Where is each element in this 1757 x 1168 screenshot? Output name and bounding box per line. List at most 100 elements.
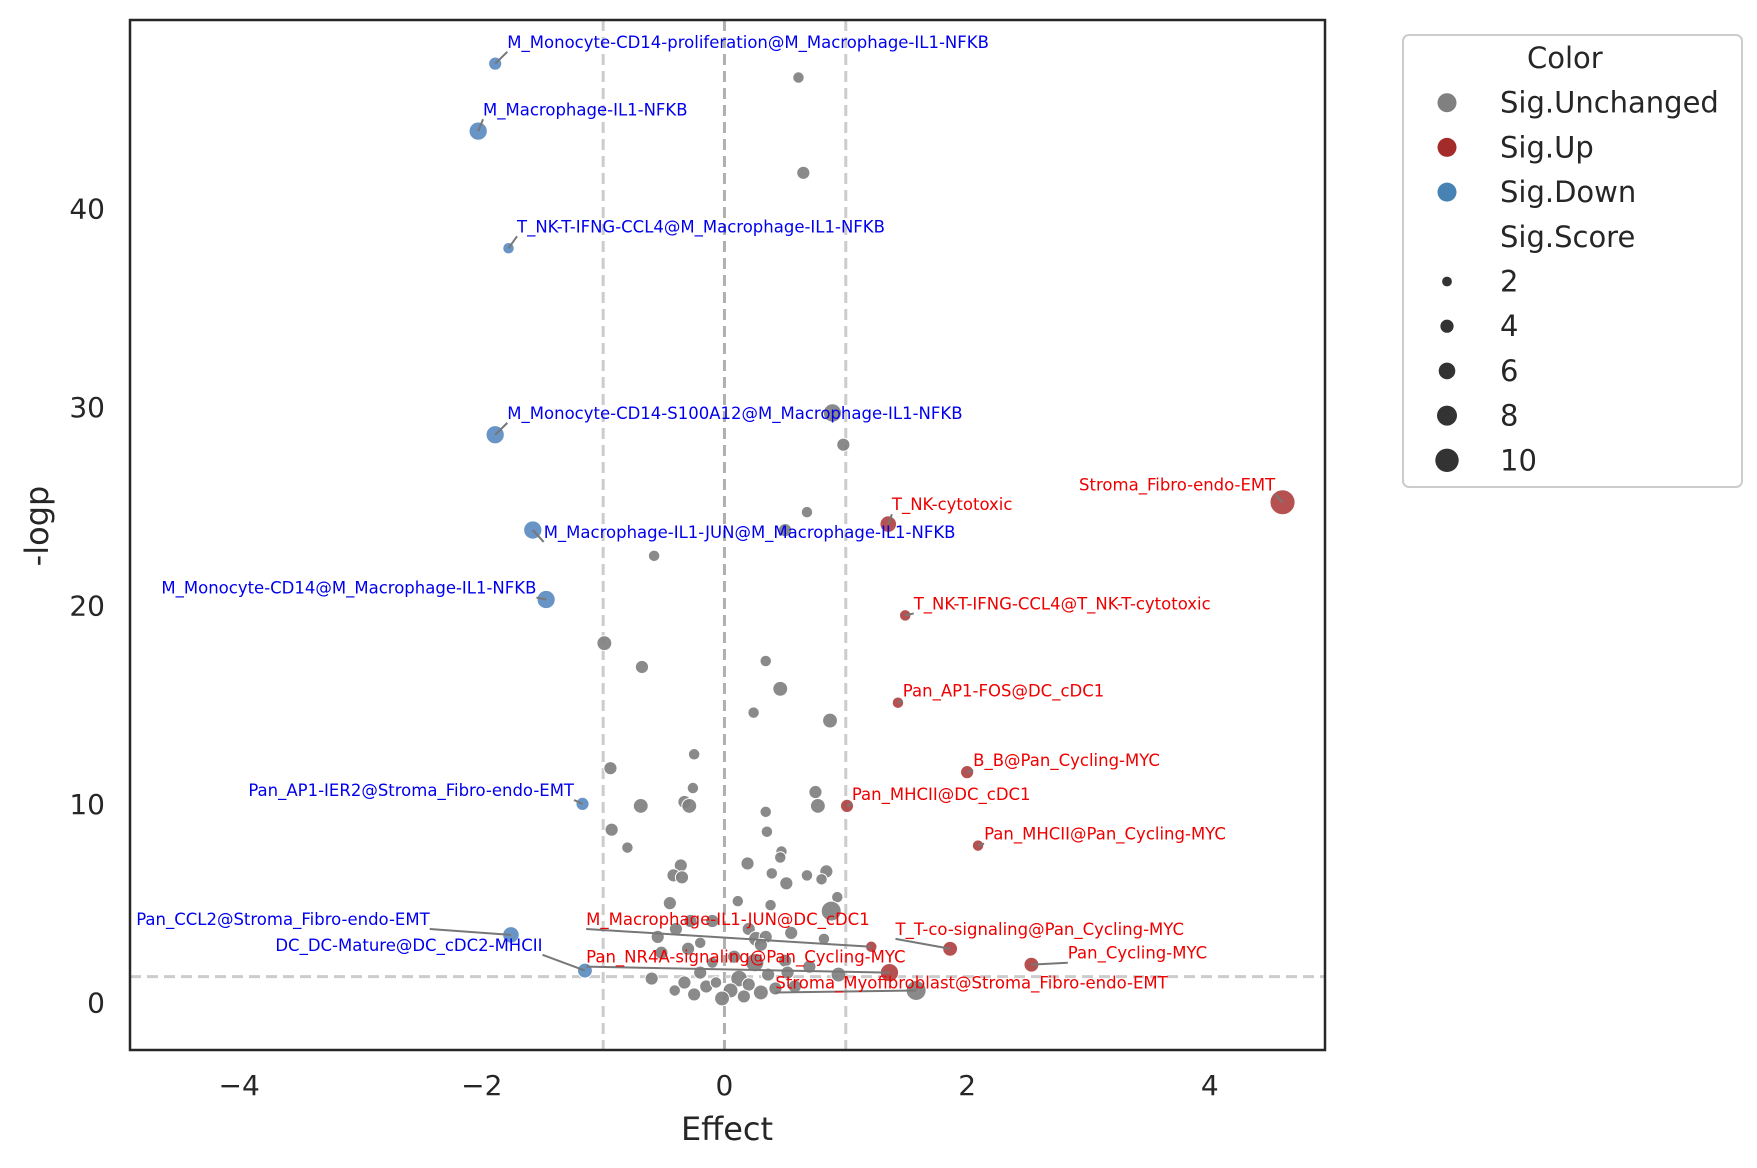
point-sig-unchanged-71 <box>752 984 769 1001</box>
legend-size-marker-0 <box>1442 276 1452 287</box>
annotation-label-19: Pan_NR4A-signaling@Pan_Cycling-MYC <box>586 948 905 968</box>
point-sig-unchanged-76 <box>753 937 768 952</box>
point-sig-unchanged-20 <box>809 797 826 814</box>
point-sig-unchanged-17 <box>632 797 649 814</box>
leader-line-16 <box>586 927 872 948</box>
legend-size-label-3: 8 <box>1500 399 1518 433</box>
leader-line-3 <box>494 422 509 436</box>
legend-label-0: Sig.Unchanged <box>1500 86 1719 120</box>
point-sig-unchanged-56 <box>802 959 817 974</box>
annotation-label-9: Stroma_Fibro-endo-EMT <box>1079 475 1276 495</box>
y-tick-label-3: 30 <box>69 391 105 424</box>
leader-line-2 <box>507 235 518 249</box>
annotation-label-10: T_NK-cytotoxic <box>891 495 1013 515</box>
point-sig-unchanged-66 <box>741 977 756 992</box>
legend-size-marker-3 <box>1437 405 1457 426</box>
point-sig-unchanged-63 <box>677 975 692 990</box>
point-sig-unchanged-2 <box>822 403 843 423</box>
threshold-lines <box>130 20 1325 1050</box>
leader-line-18 <box>1031 961 1068 966</box>
point-sig-unchanged-69 <box>687 987 702 1002</box>
point-sig-unchanged-13 <box>687 748 701 761</box>
leader-line-0 <box>494 51 509 65</box>
annotation-leaders <box>429 51 1284 994</box>
legend-label-1: Sig.Up <box>1500 130 1594 164</box>
annotation-label-8: DC_DC-Mature@DC_cDC2-MHCII <box>275 936 542 956</box>
y-tick-label-1: 10 <box>69 788 105 821</box>
leader-line-19 <box>586 965 890 974</box>
point-sig-unchanged-16 <box>808 784 823 800</box>
annotation-label-11: T_NK-T-IFNG-CCL4@T_NK-T-cytotoxic <box>913 594 1211 614</box>
point-sig-unchanged-35 <box>779 876 794 891</box>
point-sig-unchanged-52 <box>680 941 696 956</box>
annotation-label-17: T_T-co-signaling@Pan_Cycling-MYC <box>895 920 1184 940</box>
y-tick-label-2: 20 <box>69 589 105 622</box>
x-axis-label: Effect <box>681 1110 773 1148</box>
y-tick-label-0: 0 <box>87 986 105 1019</box>
point-sig-unchanged-1 <box>796 165 811 180</box>
point-sig-unchanged-34 <box>815 873 828 886</box>
point-sig-unchanged-15 <box>686 781 700 795</box>
annotation-label-14: Pan_MHCII@DC_cDC1 <box>852 785 1031 805</box>
point-sig-unchanged-22 <box>604 822 619 837</box>
leader-line-8 <box>542 953 586 972</box>
legend-size-label-2: 6 <box>1500 354 1518 388</box>
leader-line-9 <box>1274 493 1284 503</box>
point-sig-unchanged-14 <box>603 761 618 776</box>
point-sig-unchanged-53 <box>727 949 742 964</box>
point-sig-unchanged-32 <box>800 869 814 882</box>
point-sig-unchanged-7 <box>596 635 613 652</box>
legend-size-marker-2 <box>1438 362 1456 380</box>
annotation-label-18: Pan_Cycling-MYC <box>1068 944 1207 964</box>
point-sig-unchanged-26 <box>740 856 755 871</box>
y-axis-ticks: 0 10 20 30 40 <box>69 193 105 1020</box>
point-sig-unchanged-6 <box>647 549 661 563</box>
point-sig-unchanged-9 <box>759 654 772 668</box>
point-sig-unchanged-11 <box>822 712 838 729</box>
point-sig-unchanged-51 <box>654 945 669 960</box>
leader-line-20 <box>775 989 917 994</box>
point-sig-unchanged-40 <box>764 898 777 912</box>
annotation-label-0: M_Monocyte-CD14-proliferation@M_Macropha… <box>507 33 989 53</box>
y-axis-label: -logp <box>18 486 56 567</box>
legend-marker-2 <box>1437 182 1457 202</box>
leader-line-13 <box>966 769 974 774</box>
annotation-label-4: M_Macrophage-IL1-JUN@M_Macrophage-IL1-NF… <box>544 523 956 543</box>
annotation-label-2: T_NK-T-IFNG-CCL4@M_Macrophage-IL1-NFKB <box>516 217 885 237</box>
point-sig-unchanged-19 <box>681 797 698 814</box>
leader-line-17 <box>895 937 951 950</box>
annotation-label-3: M_Monocyte-CD14-S100A12@M_Macrophage-IL1… <box>507 404 962 424</box>
point-sig-unchanged-54 <box>745 953 765 973</box>
point-sig-unchanged-68 <box>668 984 681 997</box>
legend-size-marker-4 <box>1435 448 1459 472</box>
point-sig-unchanged-21 <box>759 805 772 819</box>
leader-line-6 <box>573 799 583 805</box>
leader-line-4 <box>532 529 545 543</box>
leader-line-14 <box>846 803 853 807</box>
point-sig-unchanged-4 <box>800 505 814 519</box>
legend-size-label-1: 4 <box>1500 309 1518 343</box>
x-tick-label-2: 0 <box>716 1069 734 1102</box>
point-sig-unchanged-8 <box>634 659 650 675</box>
leader-line-5 <box>536 596 547 601</box>
x-tick-label-1: −2 <box>461 1069 502 1102</box>
legend-marker-1 <box>1437 137 1457 157</box>
point-sig-unchanged-43 <box>683 913 698 929</box>
legend-label-2: Sig.Down <box>1500 175 1636 209</box>
point-sig-unchanged-38 <box>662 896 677 911</box>
leader-line-12 <box>897 699 904 704</box>
leader-line-15 <box>977 842 985 847</box>
point-sig-unchanged-31 <box>765 867 779 880</box>
point-sig-unchanged-62 <box>644 971 659 986</box>
x-tick-label-0: −4 <box>219 1069 260 1102</box>
legend-marker-0 <box>1437 93 1457 113</box>
annotation-label-1: M_Macrophage-IL1-NFKB <box>483 100 688 120</box>
annotation-label-7: Pan_CCL2@Stroma_Fibro-endo-EMT <box>136 910 430 930</box>
legend-size-marker-1 <box>1440 319 1454 333</box>
annotation-label-5: M_Monocyte-CD14@M_Macrophage-IL1-NFKB <box>161 579 536 599</box>
point-sig-unchanged-48 <box>784 925 799 941</box>
point-sig-unchanged-23 <box>621 841 634 854</box>
legend-size-label-0: 2 <box>1500 265 1518 299</box>
annotations: M_Monocyte-CD14-proliferation@M_Macropha… <box>136 33 1276 994</box>
